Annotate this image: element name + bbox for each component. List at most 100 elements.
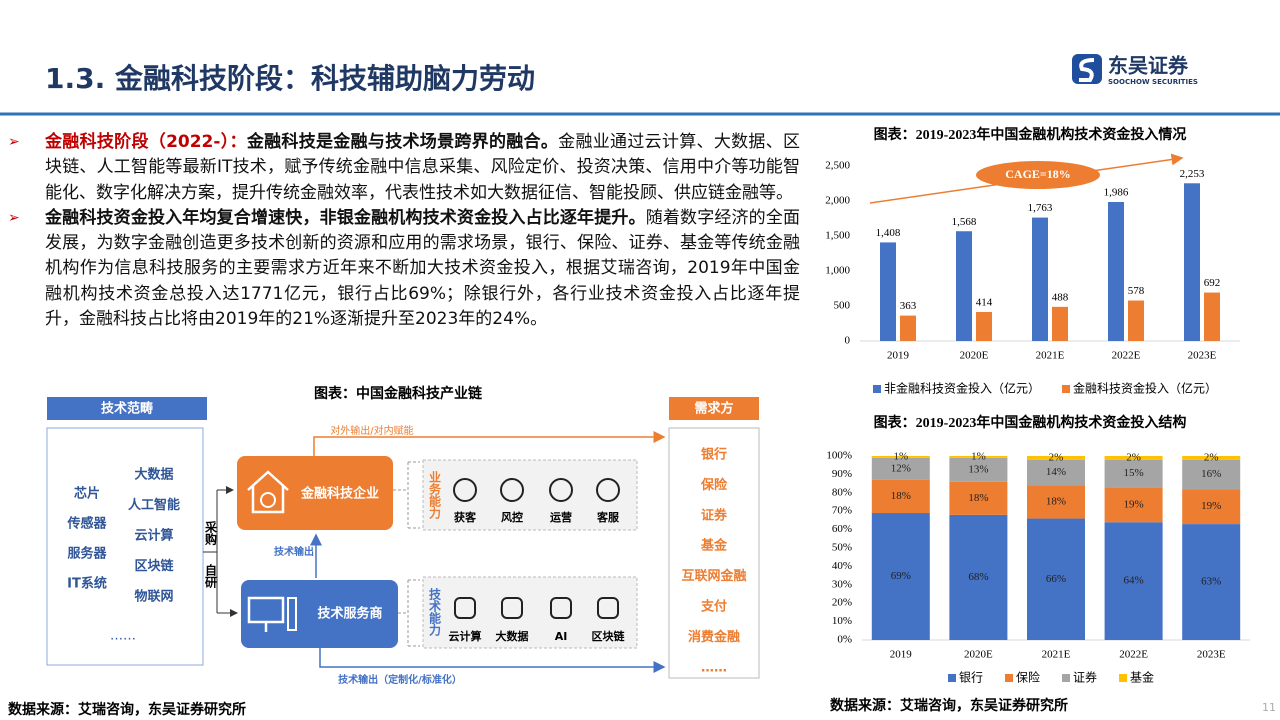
- business-item: 获客: [454, 510, 477, 524]
- business-item: 客服: [596, 510, 620, 524]
- data-label: 2%: [1126, 451, 1141, 463]
- icon: [453, 478, 477, 502]
- bar-segment: [1104, 522, 1163, 640]
- data-label: 18%: [891, 490, 911, 502]
- bar: [1184, 183, 1200, 341]
- chart-title: 图表：2019-2023年中国金融机构技术资金投入情况: [874, 126, 1187, 143]
- bar-segment: [949, 514, 1008, 640]
- x-tick-label: 2023E: [1188, 350, 1217, 362]
- demand-item: 互联网金融: [681, 568, 746, 584]
- scope-item: 传感器: [66, 516, 107, 532]
- y-tick-label: 80%: [832, 486, 852, 498]
- bar-segment: [1027, 456, 1085, 460]
- bar: [1204, 292, 1220, 341]
- up-flow-label: 技术输出: [274, 545, 314, 558]
- y-tick-label: 40%: [832, 560, 852, 572]
- bar-segment: [1027, 485, 1085, 519]
- legend-swatch: [873, 385, 881, 393]
- bar-segment: [1182, 524, 1241, 640]
- logo: 东吴证券 SOOCHOW SECURITIES: [1072, 54, 1198, 86]
- data-label: 19%: [1124, 498, 1144, 510]
- y-tick-label: 0: [845, 335, 851, 347]
- y-tick-label: 500: [834, 300, 851, 312]
- source: 数据来源：艾瑞咨询，东吴证券研究所: [8, 701, 246, 718]
- demand-item: 基金: [700, 538, 728, 554]
- bar-segment: [1027, 518, 1085, 640]
- data-label: 69%: [891, 570, 911, 582]
- scope-more: ……: [110, 629, 136, 644]
- data-label: 2,253: [1180, 168, 1205, 180]
- data-label: 18%: [968, 492, 988, 504]
- bracket: [398, 579, 420, 647]
- selfdev-label: 自研: [204, 563, 218, 589]
- scope-item: 芯片: [74, 486, 100, 502]
- logo-glyph: [1079, 58, 1095, 82]
- bar: [900, 315, 916, 341]
- logo-sub: SOOCHOW SECURITIES: [1108, 78, 1198, 86]
- legend-label: 非金融科技资金投入（亿元）: [884, 381, 1040, 396]
- y-tick-label: 0%: [837, 634, 852, 646]
- service-label: 技术服务商: [317, 606, 382, 622]
- x-tick-label: 2020E: [960, 350, 989, 362]
- legend-label: 保险: [1016, 670, 1040, 685]
- tech-item: AI: [555, 630, 568, 643]
- bar-segment: [1104, 459, 1163, 488]
- x-tick-label: 2021E: [1042, 649, 1071, 661]
- business-label: 业务能力: [428, 470, 442, 520]
- tech-box: [422, 576, 638, 649]
- scope-item: IT系统: [67, 576, 107, 592]
- bottom-flow-label: 技术输出（定制化/标准化）: [338, 673, 462, 686]
- data-label: 68%: [968, 571, 988, 583]
- tech-item: 区块链: [592, 629, 626, 643]
- bullet: ➢ 金融科技阶段（2022-）：金融科技是金融与技术场景跨界的融合。金融业通过云计…: [8, 130, 800, 206]
- bar-segment: [871, 479, 930, 514]
- scope-item: 人工智能: [128, 497, 180, 513]
- scope-header: 技术范畴: [101, 401, 153, 417]
- data-label: 692: [1204, 277, 1221, 289]
- chart-title: 图表：2019-2023年中国金融机构技术资金投入结构: [874, 414, 1187, 431]
- bar-segment: [871, 457, 930, 480]
- data-label: 2%: [1049, 451, 1064, 463]
- body-text: ➢ 金融科技阶段（2022-）：金融科技是金融与技术场景跨界的融合。金融业通过云计…: [8, 130, 801, 332]
- legend-label: 证券: [1073, 670, 1097, 685]
- data-label: 414: [976, 297, 993, 309]
- data-label: 1,763: [1028, 202, 1053, 214]
- x-tick-label: 2021E: [1036, 350, 1065, 362]
- data-label: 1,986: [1104, 187, 1129, 199]
- y-tick-label: 2,000: [825, 195, 850, 207]
- scope-box: [46, 427, 204, 666]
- bullet: ➢ 金融科技资金投入年均复合增速快，非银金融机构技术资金投入占比逐年提升。随着数字…: [8, 206, 801, 332]
- legend-label: 银行: [959, 671, 983, 685]
- business-item: 运营: [550, 510, 572, 524]
- data-label: 66%: [1046, 573, 1066, 585]
- business-box: [422, 459, 638, 531]
- y-tick-label: 50%: [832, 542, 852, 554]
- data-label: 1,568: [952, 216, 977, 228]
- data-label: 578: [1128, 285, 1145, 297]
- data-label: 12%: [891, 462, 911, 474]
- top-flow-label: 对外输出/对内赋能: [330, 424, 413, 437]
- bar-segment: [949, 457, 1008, 482]
- y-tick-label: 10%: [832, 615, 852, 627]
- legend-swatch: [1062, 385, 1071, 393]
- bar: [956, 231, 972, 341]
- house-icon: [247, 470, 289, 514]
- x-tick-label: 2019: [890, 649, 913, 661]
- data-label: 64%: [1124, 575, 1144, 587]
- bar-segment: [871, 456, 930, 458]
- diagram-title: 图表：中国金融科技产业链: [314, 385, 483, 402]
- demand-header-box: [669, 397, 759, 420]
- data-label: 363: [900, 300, 917, 312]
- data-label: 2%: [1204, 451, 1219, 463]
- text: 随着数字经济的全面发展，为数字金融创造更多技术创新的资源和应用的需求场景，银行、…: [45, 207, 801, 330]
- scope-header-box: [47, 397, 207, 420]
- scope-item: 大数据: [134, 467, 173, 483]
- purchase-label: 采购: [204, 520, 218, 546]
- icon: [596, 478, 620, 502]
- page-number: 11: [1262, 701, 1276, 714]
- y-tick-label: 100%: [826, 450, 852, 462]
- legend-swatch: [1062, 674, 1071, 682]
- x-tick-label: 2019: [887, 350, 910, 362]
